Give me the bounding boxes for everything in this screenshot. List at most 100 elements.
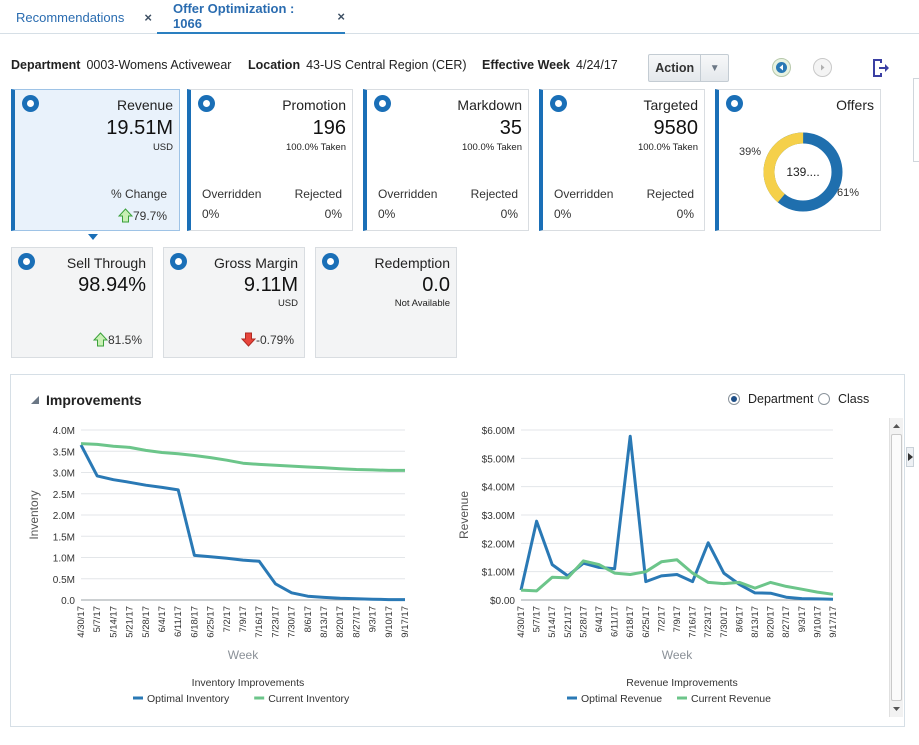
- x-tick-label: 7/16/17: [688, 606, 699, 638]
- tile-value: 9.11M: [243, 274, 298, 296]
- rejected-label: Rejected: [646, 187, 694, 201]
- overridden-value: 0%: [378, 207, 396, 221]
- effective-week-label: Effective Week: [482, 58, 571, 72]
- tab-label: Offer Optimization : 1066: [173, 1, 295, 31]
- improvements-header[interactable]: Improvements: [30, 392, 142, 408]
- selected-pointer-icon: [88, 234, 98, 240]
- revenue-tile[interactable]: Revenue 19.51M USD % Change 79.7%: [11, 89, 180, 231]
- targeted-tile[interactable]: Targeted 9580 100.0% Taken Overridden Re…: [539, 89, 705, 231]
- series-line-optimal-revenue: [519, 434, 834, 601]
- x-axis-label: Week: [662, 648, 693, 662]
- tile-value: 9580: [653, 117, 699, 139]
- sell-through-radio[interactable]: [18, 253, 35, 270]
- rejected-label: Rejected: [294, 187, 342, 201]
- tab-offer-optimization[interactable]: Offer Optimization : 1066 ×: [157, 0, 345, 34]
- donut-center-label: 139....: [786, 165, 819, 179]
- x-tick-label: 6/11/17: [173, 606, 184, 637]
- department-radio[interactable]: [728, 393, 740, 405]
- redemption-radio[interactable]: [322, 253, 339, 270]
- y-tick-label: $3.00M: [482, 511, 515, 522]
- x-tick-label: 7/30/17: [719, 606, 730, 638]
- tile-title: Sell Through: [66, 255, 146, 271]
- scroll-down-icon[interactable]: [890, 703, 903, 715]
- side-panel-edge: [913, 78, 919, 162]
- tile-value: 35: [499, 117, 522, 139]
- next-button[interactable]: [813, 58, 832, 77]
- sell-through-tile[interactable]: Sell Through 98.94% 81.5%: [11, 247, 153, 358]
- offers-tile[interactable]: Offers 139.... 39% 61%: [715, 89, 881, 231]
- targeted-radio[interactable]: [550, 95, 567, 112]
- effective-week-value: 4/24/17: [576, 58, 618, 72]
- gross-margin-radio[interactable]: [170, 253, 187, 270]
- improvements-title: Improvements: [46, 392, 142, 408]
- markdown-radio[interactable]: [374, 95, 391, 112]
- overridden-label: Overridden: [554, 187, 614, 201]
- previous-button[interactable]: [772, 58, 791, 77]
- x-tick-label: 6/4/17: [594, 606, 605, 632]
- x-tick-label: 8/27/17: [351, 606, 362, 638]
- gross-margin-tile[interactable]: Gross Margin 9.11M USD -0.79%: [163, 247, 305, 358]
- y-tick-label: 0.0: [61, 596, 75, 607]
- close-icon[interactable]: ×: [144, 9, 152, 25]
- tile-value: 0.0: [422, 274, 450, 296]
- x-tick-label: 8/13/17: [319, 606, 330, 638]
- y-tick-label: 3.0M: [53, 469, 75, 480]
- tile-title: Markdown: [457, 97, 522, 113]
- overridden-label: Overridden: [202, 187, 262, 201]
- expand-side-handle[interactable]: [906, 447, 914, 467]
- arrow-up-icon: [92, 332, 108, 347]
- x-tick-label: 9/3/17: [797, 606, 808, 632]
- class-option-label[interactable]: Class: [838, 392, 870, 406]
- y-tick-label: $0.00: [490, 596, 515, 607]
- revenue-radio[interactable]: [22, 95, 39, 112]
- x-tick-label: 5/28/17: [141, 606, 152, 638]
- arrow-up-icon: [117, 208, 133, 223]
- exit-button[interactable]: [871, 57, 889, 84]
- tile-note: Not Available: [394, 298, 450, 309]
- action-menu-button[interactable]: Action ▼: [648, 54, 729, 82]
- change-value: 79.7%: [132, 209, 167, 223]
- offers-left-pct: 39%: [739, 146, 762, 158]
- chevron-down-icon: ▼: [700, 55, 728, 81]
- location-label: Location: [248, 58, 301, 72]
- vertical-scrollbar[interactable]: [889, 418, 903, 717]
- redemption-tile[interactable]: Redemption 0.0 Not Available: [315, 247, 457, 358]
- x-tick-label: 9/10/17: [384, 606, 395, 638]
- tab-recommendations[interactable]: Recommendations ×: [0, 0, 157, 34]
- y-tick-label: 3.5M: [53, 447, 75, 458]
- x-tick-label: 8/27/17: [781, 606, 792, 638]
- x-tick-label: 8/6/17: [734, 606, 745, 632]
- inventory-improvements-chart: 0.0 0.5M 1.0M 1.5M 2.0M 2.5M 3.0M 3.5M 4.0M 4/30/…: [27, 426, 411, 705]
- department-option-label[interactable]: Department: [748, 392, 814, 406]
- x-tick-label: 9/17/17: [400, 606, 411, 638]
- offers-radio[interactable]: [726, 95, 743, 112]
- close-icon[interactable]: ×: [337, 8, 345, 24]
- x-tick-label: 5/14/17: [547, 606, 558, 638]
- tile-value: 196: [312, 117, 346, 139]
- x-tick-label: 8/13/17: [750, 606, 761, 638]
- scroll-up-icon[interactable]: [890, 420, 903, 432]
- markdown-tile[interactable]: Markdown 35 100.0% Taken Overridden Reje…: [363, 89, 529, 231]
- chart-title: Inventory Improvements: [192, 677, 305, 689]
- promotion-radio[interactable]: [198, 95, 215, 112]
- x-tick-label: 4/30/17: [516, 606, 527, 638]
- change-indicator: 79.7%: [117, 208, 167, 223]
- x-tick-label: 7/9/17: [672, 606, 683, 632]
- y-tick-label: 1.0M: [53, 554, 75, 565]
- x-tick-label: 7/2/17: [656, 606, 667, 632]
- promotion-tile[interactable]: Promotion 196 100.0% Taken Overridden Re…: [187, 89, 353, 231]
- change-value: 81.5%: [107, 333, 142, 347]
- legend-label: Optimal Revenue: [581, 693, 662, 705]
- x-tick-label: 8/20/17: [335, 606, 346, 638]
- class-radio[interactable]: [818, 393, 830, 405]
- x-tick-label: 5/7/17: [92, 606, 103, 632]
- series-line-optimal-inventory: [79, 444, 405, 602]
- collapse-triangle-icon[interactable]: [30, 395, 40, 405]
- effective-week-field: Effective Week 4/24/17: [482, 58, 618, 72]
- x-tick-label: 6/18/17: [625, 606, 636, 638]
- x-tick-label: 6/11/17: [610, 606, 621, 637]
- location-value: 43-US Central Region (CER): [306, 58, 467, 72]
- x-tick-label: 9/10/17: [812, 606, 823, 638]
- change-indicator: -0.79%: [240, 332, 294, 347]
- scroll-thumb[interactable]: [891, 434, 902, 701]
